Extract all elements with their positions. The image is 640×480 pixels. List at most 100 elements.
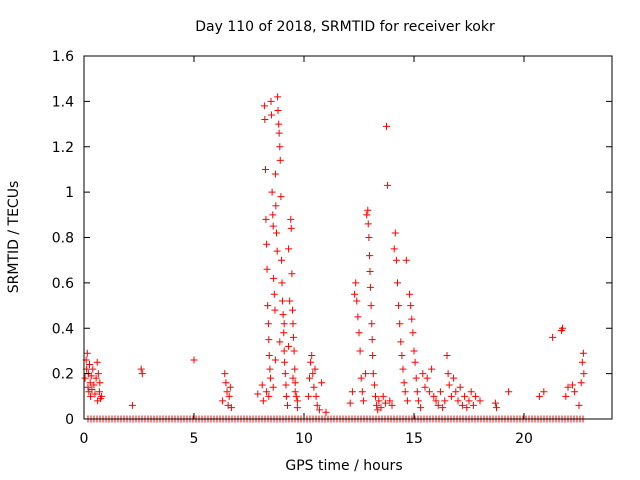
data-point: [289, 306, 297, 314]
data-point: [291, 379, 299, 387]
data-point: [90, 381, 98, 389]
data-point: [443, 351, 451, 359]
data-point: [278, 279, 286, 287]
data-point: [284, 401, 291, 409]
data-point: [263, 388, 271, 396]
data-point: [363, 211, 371, 219]
data-point: [369, 351, 377, 359]
data-point: [276, 338, 284, 346]
data-point: [254, 390, 262, 398]
data-point: [260, 102, 268, 110]
data-point: [384, 181, 392, 189]
data-point: [279, 311, 287, 319]
data-point: [289, 333, 297, 341]
data-point: [580, 370, 588, 378]
data-point: [258, 381, 266, 389]
data-point: [381, 399, 389, 407]
data-point: [272, 202, 280, 210]
data-point: [98, 392, 106, 400]
data-point: [86, 379, 94, 387]
data-point: [505, 388, 513, 396]
y-tick-label: 1.6: [52, 49, 74, 65]
data-point: [276, 156, 284, 164]
data-point: [275, 129, 283, 137]
data-point: [264, 302, 272, 310]
data-point: [406, 290, 414, 298]
data-point: [270, 274, 278, 282]
data-point: [285, 245, 293, 253]
data-point: [357, 374, 365, 382]
data-point: [403, 397, 411, 405]
data-point: [308, 351, 316, 359]
data-point: [419, 370, 427, 378]
data-point: [273, 229, 280, 237]
data-point: [368, 320, 376, 328]
data-point: [454, 397, 462, 405]
data-point: [491, 399, 499, 407]
data-point: [450, 374, 458, 382]
data-point: [304, 392, 312, 400]
data-point: [138, 370, 146, 378]
data-point: [262, 165, 269, 173]
data-point: [311, 365, 319, 373]
x-tick-label: 10: [295, 431, 313, 447]
x-axis-label: GPS time / hours: [285, 458, 402, 474]
y-tick-label: 1.2: [52, 140, 74, 156]
data-point: [559, 324, 566, 332]
y-tick-label: 0: [65, 412, 74, 428]
data-point: [265, 336, 273, 344]
data-point: [92, 374, 100, 382]
data-point: [461, 392, 469, 400]
data-point: [137, 365, 145, 373]
data-point: [425, 388, 433, 396]
data-point: [306, 374, 313, 382]
data-point: [535, 392, 543, 400]
data-point: [287, 224, 295, 232]
data-point: [293, 404, 301, 412]
data-point: [367, 302, 375, 310]
data-point: [383, 122, 390, 130]
data-point: [365, 234, 373, 241]
data-point: [282, 392, 290, 400]
data-point: [263, 240, 271, 248]
data-point: [275, 120, 283, 128]
data-point: [263, 265, 271, 273]
data-point: [290, 347, 298, 355]
data-point: [219, 397, 227, 405]
data-point: [289, 374, 297, 382]
data-point: [346, 399, 354, 407]
data-point: [281, 358, 289, 366]
data-point: [366, 268, 374, 276]
y-tick-label: 0.8: [52, 231, 74, 247]
data-point: [439, 404, 447, 412]
data-point: [356, 347, 364, 355]
y-tick-label: 0.6: [52, 276, 74, 292]
data-point: [540, 388, 548, 396]
y-tick-label: 0.4: [52, 321, 74, 337]
data-point: [399, 365, 407, 373]
data-point: [87, 392, 95, 400]
data-point: [226, 383, 234, 391]
data-point: [274, 106, 282, 114]
data-point: [310, 383, 318, 391]
data-point: [377, 404, 385, 412]
data-point: [417, 404, 425, 412]
data-point: [128, 401, 136, 409]
data-point: [87, 372, 95, 380]
data-point: [362, 370, 370, 378]
data-point: [222, 379, 230, 387]
data-point: [271, 356, 279, 364]
data-point: [373, 401, 381, 409]
data-point: [286, 297, 294, 305]
data-point: [423, 374, 431, 382]
data-point: [81, 374, 89, 382]
data-point: [281, 370, 289, 378]
chart-title: Day 110 of 2018, SRMTID for receiver kok…: [195, 19, 495, 35]
data-point: [352, 279, 360, 287]
data-point: [278, 256, 286, 264]
data-point: [95, 388, 103, 396]
data-point: [190, 356, 198, 364]
data-point: [410, 347, 418, 355]
x-tick-label: 5: [190, 431, 199, 447]
